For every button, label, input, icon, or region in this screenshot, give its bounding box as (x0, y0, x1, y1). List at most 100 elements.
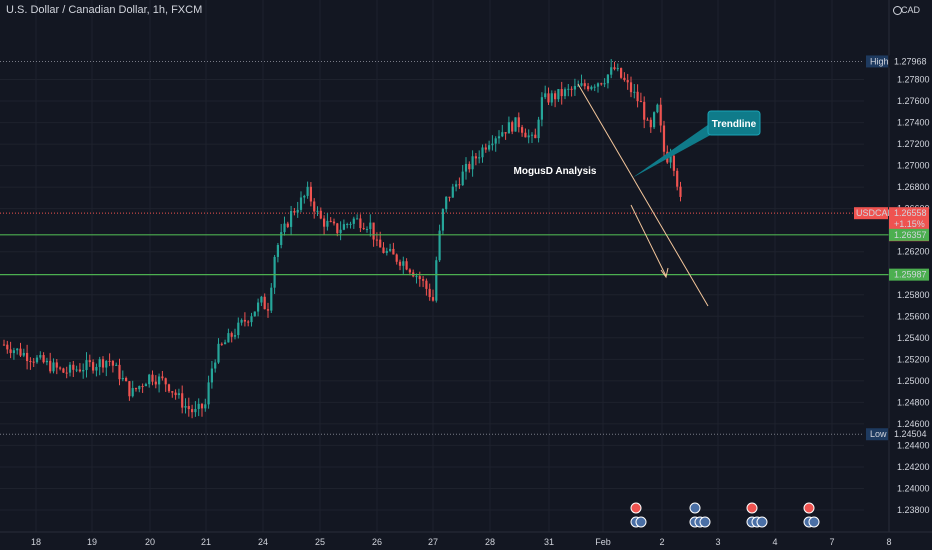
candle-body-149 (494, 138, 497, 144)
x-tick-label-3: 21 (201, 537, 211, 547)
candle-body-13 (45, 360, 48, 363)
candle-body-173 (573, 85, 576, 90)
candle-body-3 (12, 350, 15, 354)
candle-body-68 (227, 333, 230, 343)
candle-body-194 (643, 101, 646, 120)
candle-body-85 (283, 223, 286, 233)
support-levels (0, 234, 889, 276)
candle-body-71 (237, 322, 240, 336)
candle-body-60 (200, 403, 204, 409)
y-axis: 1.27800 1.27600 1.27400 1.27200 1.27000 1.268… (854, 0, 930, 532)
candle-body-155 (514, 117, 517, 132)
candle-body-84 (280, 232, 283, 245)
candle-body-175 (580, 83, 583, 86)
candle-body-29 (98, 359, 101, 367)
candle-body-66 (220, 343, 223, 345)
x-tick-label-2: 20 (145, 537, 155, 547)
candle-body-62 (207, 382, 210, 405)
candle-body-73 (243, 319, 246, 322)
candle-body-101 (336, 223, 339, 234)
y-tick-label-16: 1.24200 (897, 462, 930, 472)
candle-body-197 (653, 112, 656, 128)
candle-body-37 (125, 377, 128, 382)
trendline-callout: Trendline (632, 110, 761, 178)
candle-body-205 (679, 186, 682, 197)
candle-body-51 (171, 391, 174, 393)
callout-pointer (632, 122, 716, 178)
x-tick-label-15: 8 (886, 537, 891, 547)
candle-body-105 (349, 223, 352, 225)
candle-body-136 (451, 186, 454, 198)
y-tick-label-14: 1.24600 (897, 419, 930, 429)
candle-body-17 (59, 367, 62, 369)
candle-body-97 (323, 218, 326, 227)
symbol-tag: USDCAD (856, 208, 895, 218)
event-flag-icon-0 (630, 502, 642, 514)
trendline: MogusD Analysis (514, 83, 709, 307)
candle-body-178 (590, 86, 593, 90)
candle-body-165 (547, 93, 550, 103)
candle-body-128 (425, 280, 428, 289)
candle-body-189 (626, 80, 629, 83)
currency-label: CAD (900, 5, 920, 15)
candle-body-16 (55, 362, 58, 368)
candle-body-134 (445, 196, 448, 210)
x-tick-label-14: 7 (829, 537, 834, 547)
y-tick-label-8: 1.25800 (897, 290, 930, 300)
candle-body-130 (431, 297, 435, 301)
projection-arrow-shaft (630, 204, 667, 277)
candle-body-18 (62, 368, 65, 373)
candle-body-195 (646, 119, 649, 121)
low-tag: Low (870, 429, 887, 439)
candle-body-91 (303, 195, 306, 198)
candle-body-127 (422, 279, 425, 281)
candle-body-99 (329, 220, 332, 222)
current-price-label: 1.26558 (894, 208, 927, 218)
candle-body-46 (154, 381, 157, 385)
x-tick-label-9: 31 (544, 537, 554, 547)
high-price-badge-bg (889, 55, 929, 68)
candle-body-67 (224, 342, 227, 345)
candle-body-196 (649, 119, 652, 128)
candle-body-123 (408, 269, 411, 273)
candles (2, 59, 682, 419)
candle-body-40 (134, 388, 138, 390)
candle-body-98 (326, 220, 329, 227)
candle-body-160 (530, 134, 534, 136)
high-tag-bg (866, 55, 888, 68)
candle-body-111 (369, 222, 372, 230)
candle-body-14 (49, 360, 52, 372)
candle-body-152 (504, 132, 507, 134)
candle-body-33 (111, 361, 114, 366)
candle-body-190 (629, 82, 633, 93)
settings-icon[interactable] (893, 6, 902, 15)
candle-body-34 (115, 364, 118, 366)
candle-body-11 (39, 355, 42, 358)
y-tick-label-9: 1.25600 (897, 311, 930, 321)
candle-body-56 (187, 406, 190, 410)
candle-body-193 (639, 101, 642, 103)
candle-body-192 (636, 91, 639, 102)
candle-body-76 (253, 311, 256, 317)
y-tick-label-4: 1.27000 (897, 161, 930, 171)
candle-body-187 (620, 68, 623, 78)
candle-body-176 (583, 83, 586, 87)
candle-body-19 (65, 372, 68, 374)
candle-body-90 (299, 197, 303, 210)
candle-body-49 (164, 378, 167, 385)
candle-body-125 (415, 276, 418, 278)
candle-body-53 (177, 393, 180, 396)
candle-body-151 (501, 132, 504, 137)
candle-body-120 (398, 261, 402, 266)
low-price-badge-bg (889, 428, 929, 441)
analysis-label: MogusD Analysis (514, 166, 597, 177)
candle-body-35 (118, 364, 121, 380)
x-tick-label-0: 18 (31, 537, 41, 547)
candle-body-184 (610, 67, 613, 75)
candle-body-180 (596, 83, 600, 87)
grid-lines (0, 0, 890, 532)
candle-body-87 (290, 211, 293, 227)
x-tick-label-5: 25 (315, 537, 325, 547)
y-tick-label-7: 1.26200 (897, 247, 930, 257)
